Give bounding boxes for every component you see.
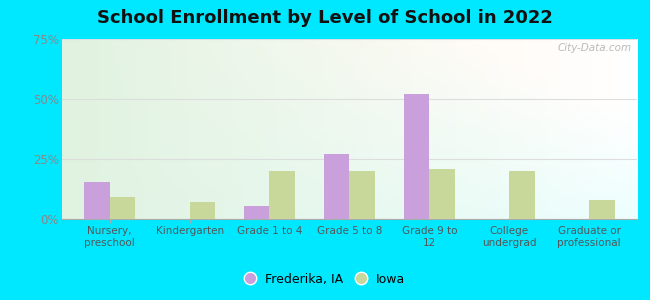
Bar <box>324 154 350 219</box>
Bar <box>509 171 535 219</box>
Bar <box>84 182 110 219</box>
Bar <box>350 171 375 219</box>
Bar <box>190 202 215 219</box>
Text: School Enrollment by Level of School in 2022: School Enrollment by Level of School in … <box>97 9 553 27</box>
Legend: Frederika, IA, Iowa: Frederika, IA, Iowa <box>240 268 410 291</box>
Bar <box>110 197 135 219</box>
Bar <box>589 200 615 219</box>
Bar <box>244 206 270 219</box>
Bar <box>404 94 429 219</box>
Bar <box>270 171 295 219</box>
Text: City-Data.com: City-Data.com <box>557 43 631 52</box>
Bar <box>429 169 455 219</box>
